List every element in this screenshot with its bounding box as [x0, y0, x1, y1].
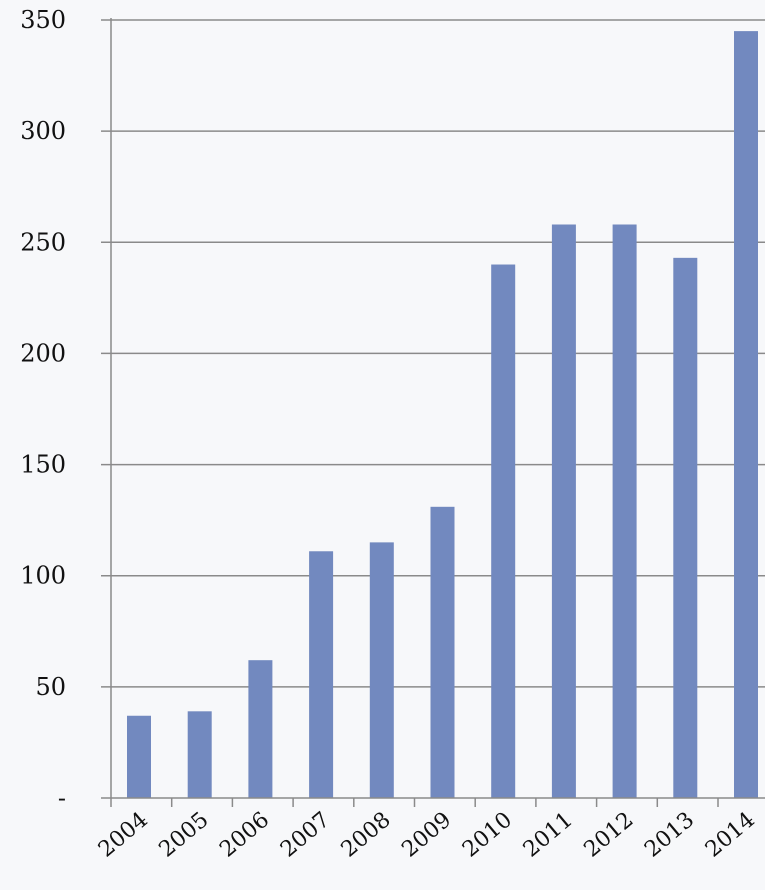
y-axis-tick-labels: - 50 100 150 200 250 300 350: [20, 6, 66, 812]
bar-2005: [187, 711, 212, 798]
y-tick-label-350: 350: [20, 6, 66, 34]
bar-2009: [430, 506, 455, 798]
y-tick-label-100: 100: [20, 562, 66, 590]
y-tick-label-300: 300: [20, 117, 66, 145]
bar-2007: [309, 551, 334, 798]
axes: [101, 18, 765, 807]
bar-2014: [734, 31, 758, 799]
bar-2004: [127, 715, 151, 798]
y-tick-label-250: 250: [20, 228, 66, 256]
y-tick-label-50: 50: [35, 673, 66, 701]
bar-2011: [551, 224, 576, 798]
y-tick-label-150: 150: [20, 451, 66, 479]
bar-2013: [673, 257, 698, 798]
bar-2008: [369, 542, 394, 798]
bar-2010: [491, 264, 516, 798]
bar-2006: [248, 660, 273, 798]
bar-2012: [612, 224, 637, 798]
bar-series: [127, 31, 758, 799]
y-tick-label-0: -: [58, 784, 66, 812]
y-tick-label-200: 200: [20, 339, 66, 367]
